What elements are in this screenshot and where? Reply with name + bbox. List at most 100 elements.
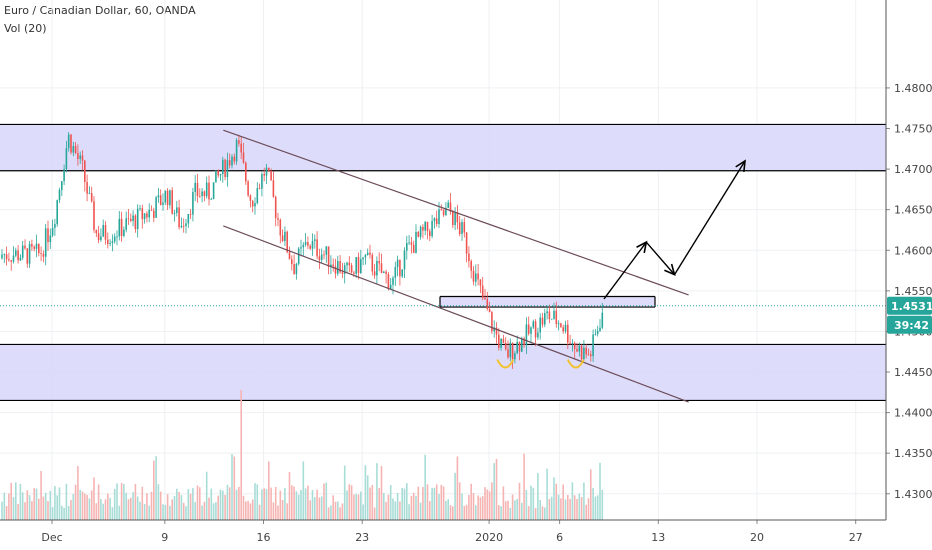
volume-bar bbox=[539, 500, 541, 520]
candle-body bbox=[314, 239, 316, 241]
volume-bar bbox=[19, 483, 22, 520]
price-tick-label: 1.43500 bbox=[894, 447, 932, 460]
candle-body bbox=[61, 181, 63, 190]
volume-bar bbox=[102, 503, 104, 520]
volume-bar bbox=[309, 500, 311, 520]
volume-bar bbox=[40, 471, 42, 520]
candle-body bbox=[343, 265, 346, 274]
candle-body bbox=[516, 341, 518, 354]
candle-body bbox=[58, 189, 61, 201]
candle-body bbox=[488, 308, 491, 312]
volume-bar bbox=[51, 507, 54, 520]
volume-bar bbox=[456, 456, 459, 520]
volume-bar bbox=[58, 487, 61, 520]
candle-body bbox=[72, 146, 75, 153]
candle-body bbox=[132, 215, 134, 222]
volume-bar bbox=[61, 505, 63, 520]
candle-body bbox=[180, 225, 183, 228]
candle-body bbox=[327, 246, 330, 267]
volume-bar bbox=[355, 493, 357, 520]
volume-bar bbox=[44, 492, 47, 520]
volume-bar bbox=[470, 483, 472, 520]
candle-body bbox=[557, 323, 560, 325]
arrowhead bbox=[735, 159, 746, 173]
volume-bar bbox=[150, 491, 153, 520]
volume-bar bbox=[380, 466, 383, 520]
volume-bar bbox=[341, 503, 344, 520]
candle-body bbox=[438, 209, 440, 225]
volume-bar bbox=[263, 488, 265, 520]
candle-body bbox=[449, 202, 452, 212]
volume-bar bbox=[35, 488, 38, 520]
volume-bar bbox=[491, 482, 493, 520]
volume-bar bbox=[578, 493, 581, 520]
volume-bar bbox=[56, 495, 58, 520]
volume-bar bbox=[153, 460, 155, 520]
volume-bar bbox=[573, 495, 576, 520]
candle-body bbox=[514, 353, 516, 360]
candle-body bbox=[509, 342, 512, 358]
volume-bar bbox=[224, 494, 226, 520]
volume-bar bbox=[465, 504, 468, 520]
volume-bar bbox=[42, 496, 45, 520]
candle-body bbox=[481, 285, 484, 298]
double-bottom-marker bbox=[566, 359, 585, 369]
candle-body bbox=[341, 272, 344, 274]
candle-body bbox=[26, 248, 29, 264]
volume-bar bbox=[245, 501, 247, 520]
candle-body bbox=[189, 214, 192, 215]
candle-body bbox=[458, 222, 461, 235]
volume-bar bbox=[429, 501, 431, 520]
volume-bar bbox=[601, 489, 604, 520]
candle-body bbox=[196, 182, 199, 197]
time-tick-label: 13 bbox=[651, 531, 665, 544]
volume-bar bbox=[215, 502, 217, 520]
volume-bar bbox=[196, 485, 199, 520]
volume-bar bbox=[479, 497, 482, 520]
candle-body bbox=[334, 266, 337, 274]
candle-body bbox=[511, 342, 514, 360]
candle-body bbox=[463, 222, 466, 233]
candle-body bbox=[440, 209, 443, 211]
time-tick-label: 16 bbox=[257, 531, 271, 544]
volume-bar bbox=[132, 492, 134, 520]
candle-body bbox=[118, 218, 121, 237]
candle-body bbox=[153, 210, 155, 218]
candle-body bbox=[235, 140, 238, 162]
candle-body bbox=[592, 334, 594, 357]
candle-body bbox=[387, 274, 390, 289]
candle-body bbox=[146, 213, 148, 218]
volume-bar bbox=[449, 505, 452, 520]
volume-bar bbox=[316, 489, 318, 520]
volume-bar bbox=[544, 507, 546, 520]
candle-body bbox=[222, 159, 224, 175]
volume-bar bbox=[159, 491, 162, 520]
volume-bar bbox=[265, 489, 268, 520]
candle-body bbox=[79, 155, 81, 159]
candle-body bbox=[67, 134, 70, 149]
price-tick-label: 1.47500 bbox=[894, 123, 932, 136]
candle-body bbox=[431, 220, 433, 237]
candle-body bbox=[74, 146, 77, 154]
time-tick-label: 9 bbox=[161, 531, 168, 544]
candle-body bbox=[426, 221, 429, 232]
volume-bar bbox=[238, 486, 240, 520]
candle-body bbox=[270, 171, 272, 181]
candle-body bbox=[38, 243, 40, 254]
volume-bar bbox=[162, 504, 164, 520]
candle-body bbox=[583, 347, 585, 360]
volume-bar bbox=[21, 492, 24, 520]
volume-bar bbox=[424, 454, 426, 520]
candle-body bbox=[265, 167, 268, 176]
volume-bar bbox=[541, 506, 544, 520]
candle-body bbox=[65, 148, 68, 170]
candle-body bbox=[295, 263, 298, 275]
candle-body bbox=[291, 259, 293, 265]
volume-bar bbox=[415, 495, 417, 520]
candle-body bbox=[21, 245, 24, 258]
volume-bar bbox=[279, 490, 282, 520]
candle-body bbox=[461, 222, 463, 235]
volume-bar bbox=[219, 489, 222, 520]
volume-bar bbox=[569, 498, 571, 520]
